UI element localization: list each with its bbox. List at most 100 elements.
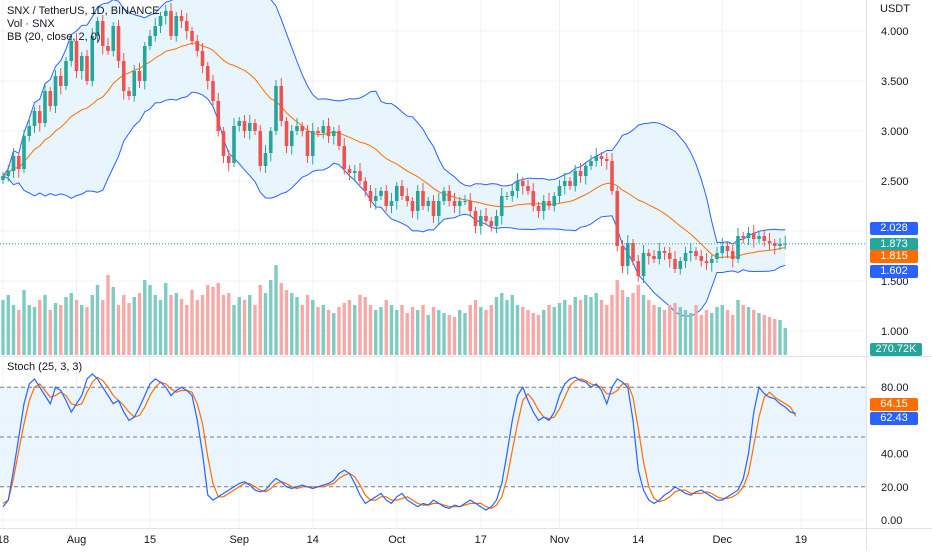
candle-body bbox=[426, 201, 431, 206]
volume-bar bbox=[647, 300, 651, 355]
candle-body bbox=[279, 86, 284, 121]
time-tick-label: Oct bbox=[388, 534, 405, 546]
legend-stoch[interactable]: Stoch (25, 3, 3) bbox=[7, 361, 83, 373]
candle-body bbox=[762, 236, 767, 241]
volume-bar bbox=[106, 275, 110, 355]
candle-body bbox=[405, 196, 410, 201]
candle-body bbox=[641, 253, 646, 276]
volume-bar bbox=[736, 300, 740, 355]
candle-body bbox=[625, 243, 630, 266]
time-tick-label: 14 bbox=[307, 534, 319, 546]
time-tick-label: Aug bbox=[67, 534, 87, 546]
candle-body bbox=[32, 111, 37, 126]
time-tick-label: 17 bbox=[475, 534, 487, 546]
stoch-d-line bbox=[2, 376, 797, 510]
volume-bar bbox=[153, 295, 157, 355]
legend-volume[interactable]: Vol · SNX bbox=[7, 18, 55, 30]
volume-bar bbox=[589, 297, 593, 355]
volume-bar bbox=[101, 300, 105, 355]
volume-bar bbox=[64, 297, 68, 355]
volume-bar bbox=[95, 285, 100, 355]
legend-bb[interactable]: BB (20, close, 2, 0) bbox=[7, 31, 101, 43]
volume-bar bbox=[641, 295, 646, 355]
volume-bar bbox=[599, 300, 604, 355]
candle-body bbox=[468, 201, 473, 211]
volume-bar bbox=[573, 297, 577, 355]
candle-body bbox=[216, 101, 221, 131]
legend-symbol[interactable]: SNX / TetherUS, 1D, BINANCE bbox=[7, 5, 160, 17]
candle-body bbox=[736, 236, 740, 259]
candle-body bbox=[363, 181, 368, 191]
volume-bar bbox=[521, 307, 525, 355]
candle-body bbox=[568, 181, 572, 186]
time-tick-label: 15 bbox=[144, 534, 156, 546]
candle-body bbox=[27, 126, 32, 136]
candle-body bbox=[284, 121, 289, 146]
volume-bar bbox=[594, 293, 598, 355]
candle-body bbox=[79, 56, 84, 71]
volume-bar bbox=[269, 280, 273, 355]
volume-bar bbox=[284, 290, 289, 355]
volume-bar bbox=[227, 293, 231, 355]
candle-body bbox=[153, 26, 158, 36]
candle-body bbox=[100, 21, 105, 46]
candle-body bbox=[589, 161, 593, 166]
candle-body bbox=[704, 261, 709, 263]
candle-body bbox=[473, 211, 478, 226]
volume-bar bbox=[615, 280, 619, 355]
volume-bar bbox=[353, 305, 357, 355]
candle-body bbox=[11, 156, 16, 171]
candle-body bbox=[226, 156, 231, 163]
volume-bar bbox=[1, 300, 5, 355]
candle-body bbox=[620, 246, 625, 266]
bb-fill bbox=[3, 0, 786, 317]
candle-body bbox=[604, 159, 609, 161]
volume-bar bbox=[137, 293, 142, 355]
candle-body bbox=[709, 259, 714, 263]
candle-body bbox=[431, 201, 436, 216]
volume-bar bbox=[783, 328, 787, 355]
volume-bar bbox=[379, 307, 383, 355]
candle-body bbox=[452, 201, 457, 206]
volume-bar bbox=[505, 300, 509, 355]
candle-body bbox=[410, 201, 415, 211]
bb-upper-badge: 2.028 bbox=[870, 222, 918, 235]
volume-bar bbox=[421, 305, 425, 355]
volume-bar bbox=[416, 310, 420, 355]
candle-body bbox=[599, 156, 604, 159]
volume-bar bbox=[515, 305, 520, 355]
volume-bar bbox=[778, 320, 782, 355]
volume-bar bbox=[143, 280, 147, 355]
candle-body bbox=[442, 191, 446, 201]
candle-body bbox=[657, 251, 662, 259]
candle-body bbox=[148, 36, 152, 46]
candle-body bbox=[232, 126, 236, 163]
volume-bar bbox=[710, 313, 714, 355]
volume-bar bbox=[767, 317, 772, 355]
candle-body bbox=[536, 206, 541, 211]
time-tick-label: Nov bbox=[550, 534, 570, 546]
candle-body bbox=[58, 76, 63, 86]
candle-body bbox=[384, 191, 389, 206]
candle-body bbox=[116, 26, 121, 61]
volume-bar bbox=[216, 283, 220, 355]
volume-bar bbox=[38, 300, 42, 355]
volume-badge: 270.72K bbox=[870, 343, 922, 356]
volume-bar bbox=[437, 310, 441, 355]
candle-body bbox=[127, 91, 131, 96]
volume-bar bbox=[473, 300, 478, 355]
volume-bar bbox=[90, 295, 94, 355]
candle-body bbox=[190, 31, 194, 41]
candle-body bbox=[436, 201, 441, 216]
candle-body bbox=[478, 216, 483, 226]
volume-bar bbox=[715, 307, 719, 355]
candle-body bbox=[247, 123, 252, 131]
volume-bar bbox=[195, 300, 199, 355]
volume-bar bbox=[22, 290, 26, 355]
candle-body bbox=[457, 201, 462, 206]
volume-bar bbox=[374, 310, 378, 355]
candle-body bbox=[505, 196, 509, 197]
candle-body bbox=[725, 246, 730, 251]
volume-bar bbox=[342, 303, 346, 355]
